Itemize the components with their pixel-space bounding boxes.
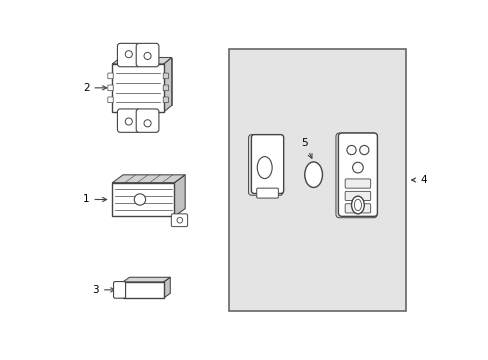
FancyBboxPatch shape [228, 49, 405, 311]
Polygon shape [174, 175, 185, 216]
Circle shape [359, 145, 368, 155]
FancyBboxPatch shape [123, 282, 163, 298]
Text: 4: 4 [411, 175, 426, 185]
Ellipse shape [351, 196, 364, 214]
Text: 1: 1 [82, 194, 106, 204]
Text: 5: 5 [301, 138, 311, 158]
FancyBboxPatch shape [248, 135, 283, 195]
FancyBboxPatch shape [112, 183, 174, 216]
FancyBboxPatch shape [345, 192, 370, 201]
Polygon shape [112, 175, 185, 183]
FancyBboxPatch shape [136, 43, 159, 67]
FancyBboxPatch shape [345, 204, 370, 213]
FancyBboxPatch shape [335, 133, 376, 218]
Polygon shape [163, 58, 171, 112]
FancyBboxPatch shape [108, 97, 113, 103]
FancyBboxPatch shape [163, 73, 168, 79]
Ellipse shape [257, 157, 272, 179]
FancyBboxPatch shape [136, 109, 159, 132]
FancyBboxPatch shape [256, 188, 278, 198]
Text: 2: 2 [82, 83, 106, 93]
FancyBboxPatch shape [112, 64, 163, 112]
FancyBboxPatch shape [120, 58, 171, 105]
Circle shape [125, 51, 132, 58]
Ellipse shape [354, 199, 361, 211]
FancyBboxPatch shape [108, 73, 113, 79]
FancyBboxPatch shape [338, 133, 377, 216]
Polygon shape [112, 58, 171, 64]
Circle shape [125, 118, 132, 125]
Text: 3: 3 [92, 285, 115, 295]
FancyBboxPatch shape [345, 179, 370, 188]
Circle shape [352, 162, 363, 173]
FancyBboxPatch shape [163, 97, 168, 103]
Polygon shape [123, 277, 170, 282]
Circle shape [346, 145, 355, 155]
Circle shape [144, 120, 151, 127]
FancyBboxPatch shape [117, 109, 140, 132]
FancyBboxPatch shape [117, 43, 140, 67]
FancyBboxPatch shape [108, 85, 113, 91]
FancyBboxPatch shape [113, 282, 125, 298]
Circle shape [134, 194, 145, 205]
FancyBboxPatch shape [251, 135, 283, 193]
FancyBboxPatch shape [163, 85, 168, 91]
Polygon shape [163, 277, 170, 298]
Ellipse shape [304, 162, 322, 188]
Circle shape [144, 53, 151, 59]
FancyBboxPatch shape [171, 214, 187, 226]
Circle shape [177, 217, 183, 223]
